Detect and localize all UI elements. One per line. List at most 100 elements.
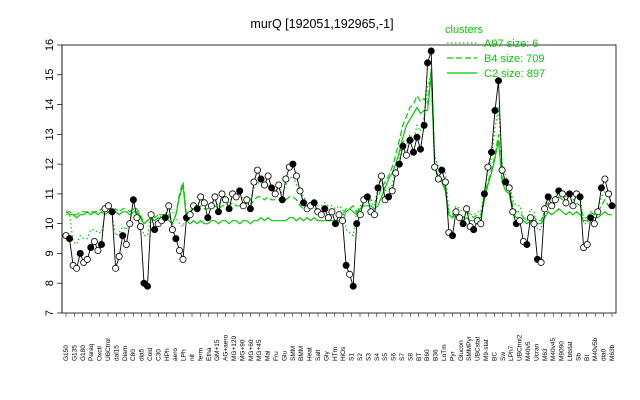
data-point	[395, 160, 403, 168]
data-point	[427, 47, 435, 55]
data-point	[232, 193, 240, 201]
x-tick-label: MG+120	[231, 336, 238, 361]
x-tick-label: Oxctl	[97, 346, 104, 361]
data-point	[211, 193, 219, 201]
x-tick-label: SMM	[290, 346, 297, 361]
data-point	[172, 235, 180, 243]
y-tick-label: 14	[44, 98, 56, 110]
data-point	[576, 193, 584, 201]
data-point	[129, 196, 137, 204]
x-tick-label: Salt	[315, 350, 322, 361]
data-point	[498, 166, 506, 174]
legend-label: C2 size: 897	[484, 68, 545, 80]
x-tick-label: UBCtrol2	[517, 334, 524, 361]
x-tick-label: S3	[365, 353, 372, 361]
x-tick-label: S5	[382, 353, 389, 361]
data-point	[484, 163, 492, 171]
data-point	[105, 202, 113, 210]
data-point	[310, 199, 318, 207]
data-point	[388, 187, 396, 195]
data-point	[346, 270, 354, 278]
data-point	[73, 264, 81, 272]
y-tick-label: 7	[44, 310, 56, 316]
data-point	[494, 77, 502, 85]
x-tick-label: MG+60	[248, 339, 255, 361]
y-tick-label: 9	[44, 250, 56, 256]
data-point	[264, 172, 272, 180]
data-point	[271, 190, 279, 198]
data-point	[200, 199, 208, 207]
data-point	[527, 214, 535, 222]
x-tick-label: G180	[80, 345, 87, 361]
x-tick-label: C30	[155, 349, 162, 361]
x-tick-label: BI	[584, 355, 591, 361]
x-tick-label: UBCstat	[475, 337, 482, 361]
x-tick-label: G135	[71, 345, 78, 361]
x-tick-label: B60	[424, 349, 431, 361]
x-tick-label: GM+15	[214, 339, 221, 361]
data-point	[253, 166, 261, 174]
x-tick-label: Pyr	[449, 350, 456, 361]
x-tick-label: M9-stat	[483, 339, 490, 361]
data-point	[268, 184, 276, 192]
data-point	[143, 282, 151, 290]
x-tick-label: HPh	[164, 348, 171, 361]
x-tick-label: S8	[407, 353, 414, 361]
x-tick-label: S7	[399, 353, 406, 361]
legend-label: A97 size: 6	[484, 38, 538, 50]
data-point	[289, 160, 297, 168]
data-point	[218, 190, 226, 198]
legend-label: B4 size: 709	[484, 53, 545, 65]
data-point	[133, 214, 141, 222]
x-tick-label: Cold	[147, 347, 154, 361]
x-tick-label: M40v5	[525, 341, 532, 361]
data-point	[601, 175, 609, 183]
data-point	[299, 199, 307, 207]
data-point	[207, 202, 215, 210]
data-point	[151, 226, 159, 234]
data-point	[66, 235, 74, 243]
legend: clusters A97 size: 6 B4 size: 709 C2 size:…	[445, 24, 545, 80]
x-tick-label: Sw	[500, 352, 507, 361]
y-tick-label: 16	[44, 39, 56, 51]
data-point	[587, 214, 595, 222]
data-point	[112, 264, 120, 272]
data-point	[566, 190, 574, 198]
x-tick-label: HTm	[332, 347, 339, 361]
data-point	[115, 252, 123, 260]
x-tick-label: Sb	[575, 353, 582, 361]
data-point	[275, 181, 283, 189]
data-point	[594, 208, 602, 216]
data-point	[197, 193, 205, 201]
data-point	[541, 205, 549, 213]
data-point	[392, 169, 400, 177]
data-point	[179, 255, 187, 263]
data-point	[416, 145, 424, 153]
data-point	[225, 205, 233, 213]
data-point	[239, 202, 247, 210]
x-tick-label: Diam	[122, 346, 129, 361]
data-point	[406, 136, 414, 144]
y-axis: 7 8 9 10 11 12 13 14 15 16	[44, 39, 63, 316]
x-tick-label: dia0	[601, 348, 608, 361]
x-tick-label: BMM	[298, 346, 305, 361]
x-tick-label: B36	[433, 349, 440, 361]
data-point	[463, 205, 471, 213]
data-point	[523, 240, 531, 248]
data-point	[399, 142, 407, 150]
data-point	[583, 240, 591, 248]
x-tick-label: M63	[542, 348, 549, 361]
data-point	[243, 196, 251, 204]
x-tick-label: S6	[391, 353, 398, 361]
data-point	[90, 237, 98, 245]
data-point	[165, 202, 173, 210]
data-point	[335, 211, 343, 219]
data-point	[558, 190, 566, 198]
data-point	[193, 205, 201, 213]
data-point	[424, 59, 432, 67]
x-tick-label: LPh	[181, 349, 188, 361]
data-point	[317, 211, 325, 219]
data-point	[331, 220, 339, 228]
cluster-line-b4	[66, 68, 613, 226]
data-point	[168, 226, 176, 234]
